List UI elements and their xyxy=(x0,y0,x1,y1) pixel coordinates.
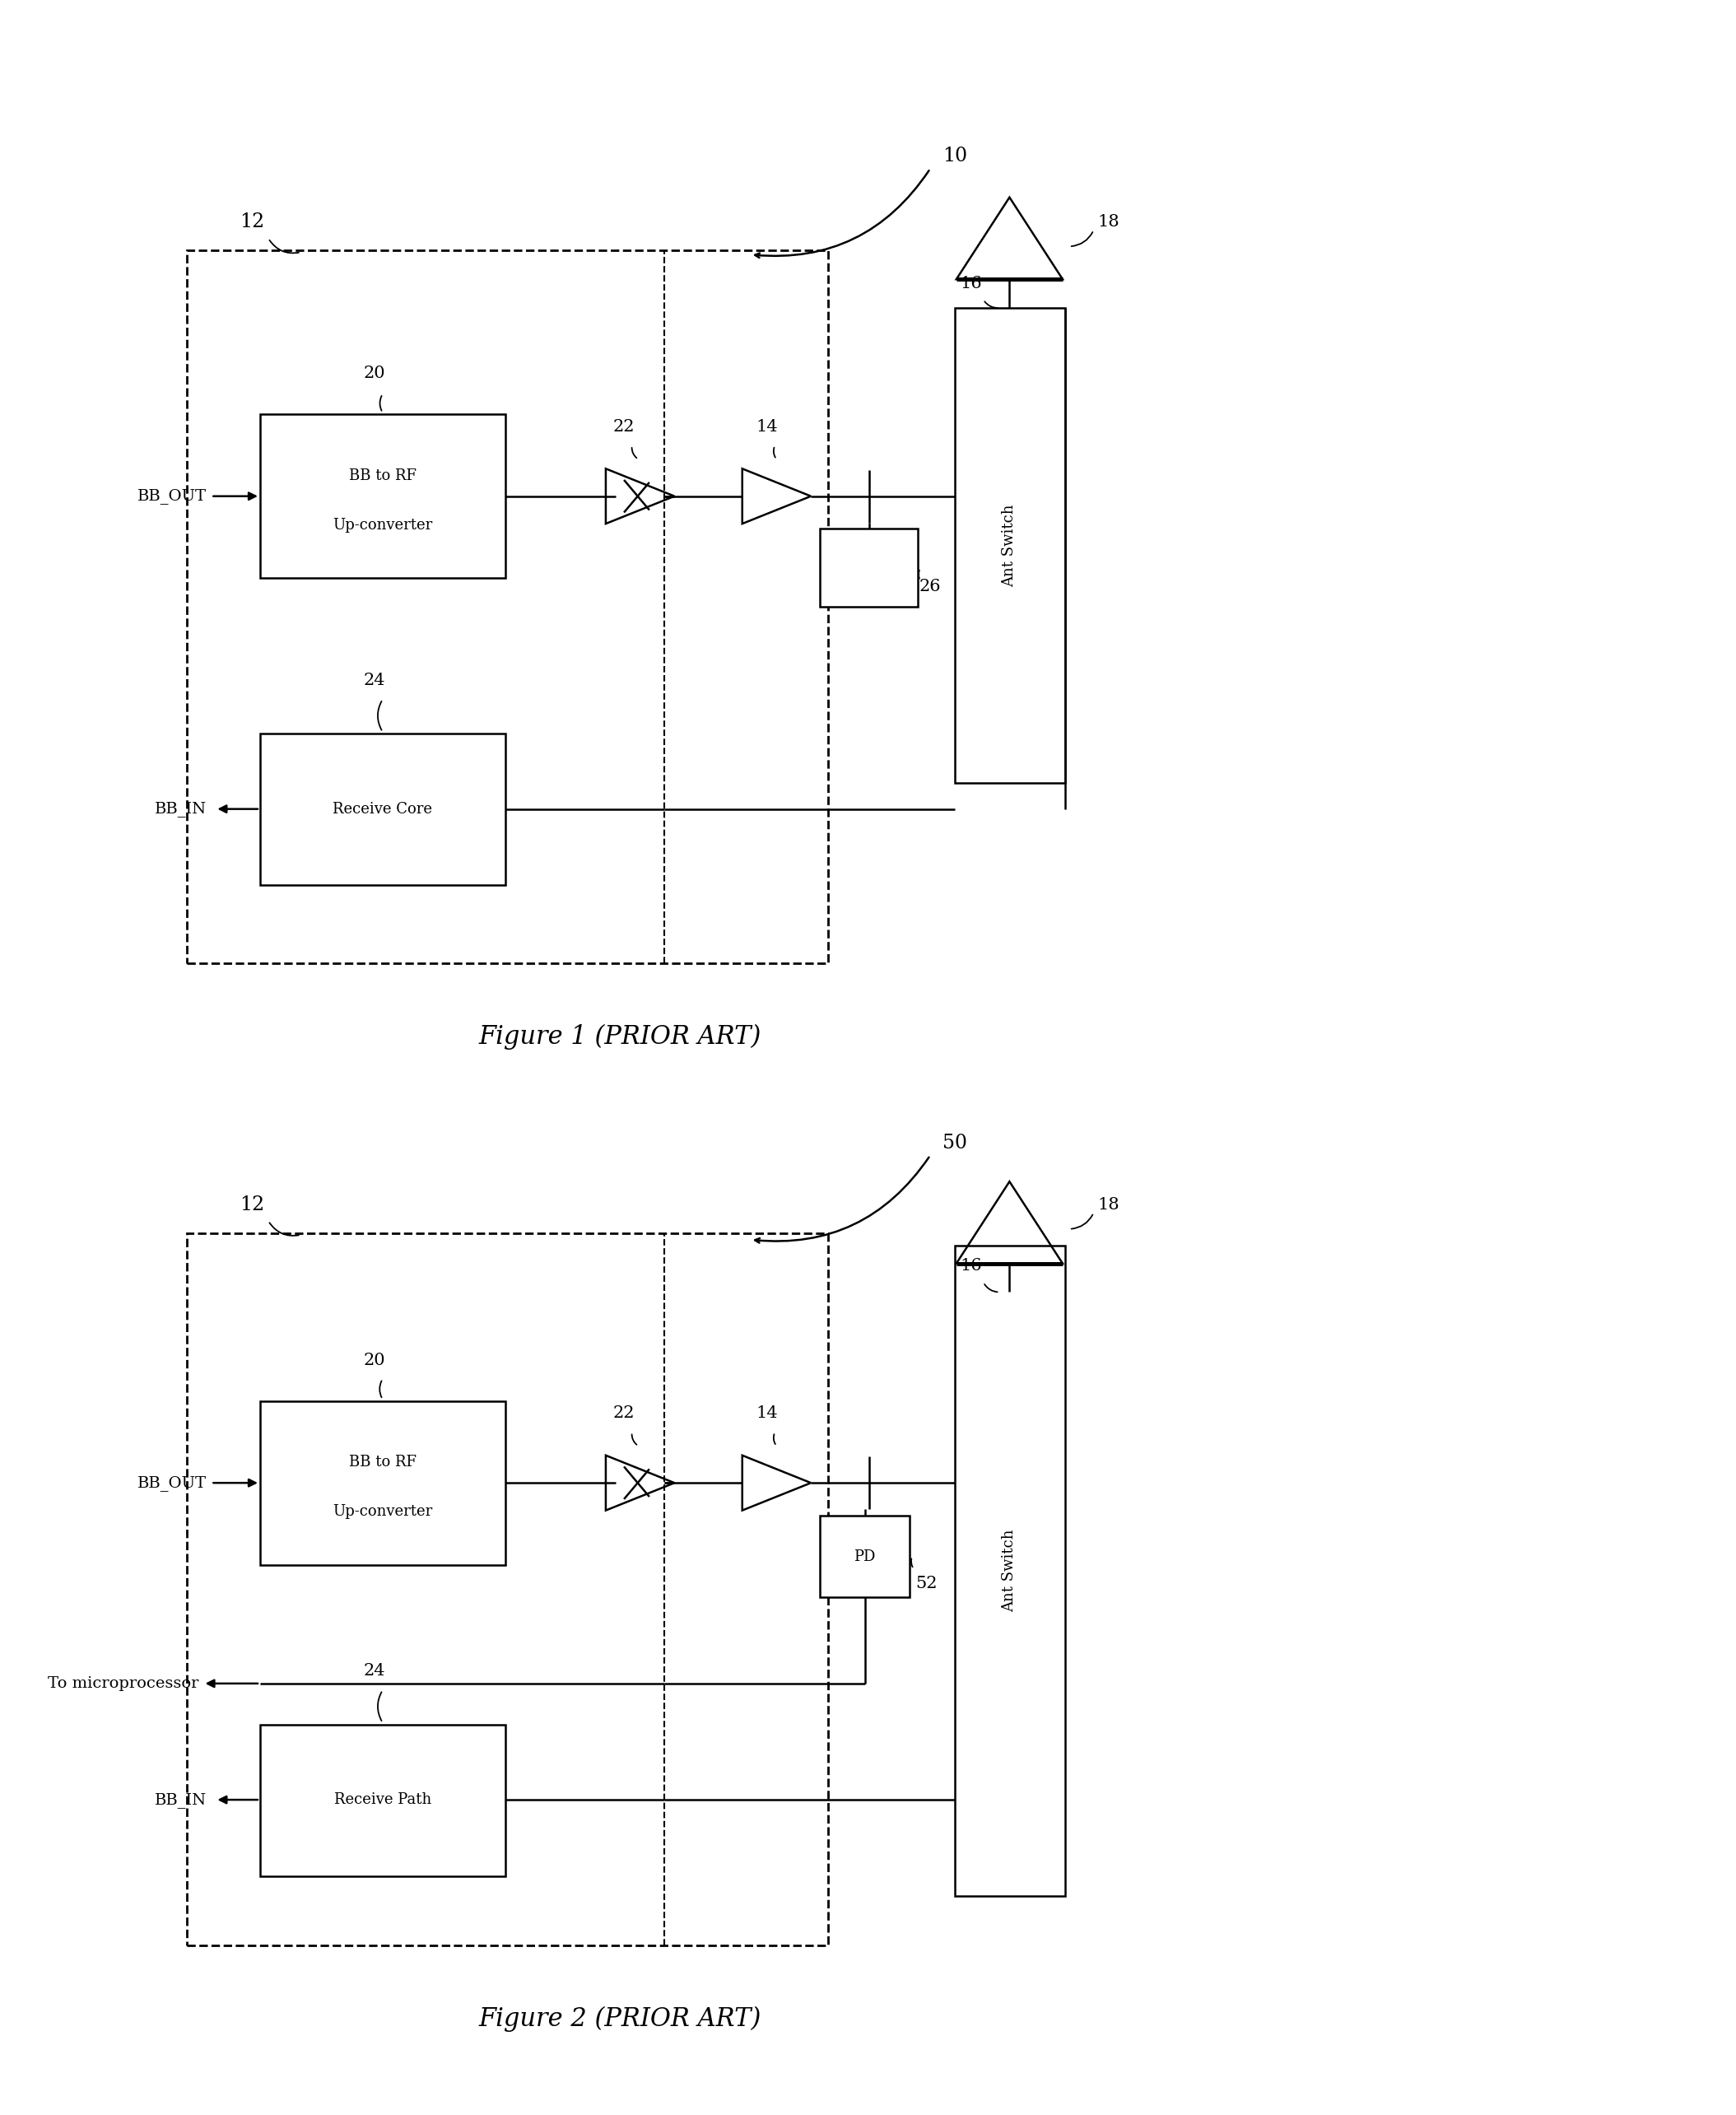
Text: Figure 1 (PRIOR ART): Figure 1 (PRIOR ART) xyxy=(479,1024,760,1049)
Text: Ant Switch: Ant Switch xyxy=(1002,1529,1017,1612)
Text: 10: 10 xyxy=(943,146,967,165)
Text: 14: 14 xyxy=(755,1406,778,1421)
Text: 24: 24 xyxy=(363,1662,385,1679)
Text: 20: 20 xyxy=(363,1351,385,1368)
Bar xyxy=(186,1233,828,1946)
Text: Up-converter: Up-converter xyxy=(333,1504,432,1519)
Text: Receive Core: Receive Core xyxy=(333,802,432,816)
Text: BB_IN: BB_IN xyxy=(155,802,207,816)
Text: BB_IN: BB_IN xyxy=(155,1791,207,1808)
Text: Ant Switch: Ant Switch xyxy=(1002,503,1017,586)
Bar xyxy=(260,1400,505,1565)
Text: BB_OUT: BB_OUT xyxy=(137,489,207,503)
Text: 12: 12 xyxy=(240,212,264,231)
Text: PD: PD xyxy=(854,1548,875,1563)
Text: 22: 22 xyxy=(613,1406,635,1421)
Bar xyxy=(186,250,828,962)
Text: 26: 26 xyxy=(920,577,941,594)
Text: Receive Path: Receive Path xyxy=(333,1791,431,1806)
Bar xyxy=(260,1724,505,1876)
Text: 24: 24 xyxy=(363,673,385,687)
Text: Figure 2 (PRIOR ART): Figure 2 (PRIOR ART) xyxy=(479,2007,760,2033)
Text: Up-converter: Up-converter xyxy=(333,518,432,533)
Bar xyxy=(955,1246,1066,1897)
Text: 18: 18 xyxy=(1097,214,1120,231)
Text: 14: 14 xyxy=(755,419,778,434)
Text: 12: 12 xyxy=(240,1195,264,1214)
Text: 52: 52 xyxy=(915,1576,937,1590)
Text: 18: 18 xyxy=(1097,1197,1120,1212)
Text: BB_OUT: BB_OUT xyxy=(137,1474,207,1491)
Bar xyxy=(260,415,505,577)
Text: 50: 50 xyxy=(943,1134,967,1153)
Bar xyxy=(819,529,918,607)
Bar xyxy=(955,309,1066,783)
Text: BB to RF: BB to RF xyxy=(349,467,417,482)
Text: BB to RF: BB to RF xyxy=(349,1455,417,1470)
Text: 16: 16 xyxy=(960,275,983,292)
Text: 16: 16 xyxy=(960,1258,983,1273)
Text: 20: 20 xyxy=(363,366,385,381)
Text: To microprocessor: To microprocessor xyxy=(49,1675,200,1690)
Text: 22: 22 xyxy=(613,419,635,434)
Bar xyxy=(260,734,505,886)
Bar xyxy=(819,1516,910,1597)
